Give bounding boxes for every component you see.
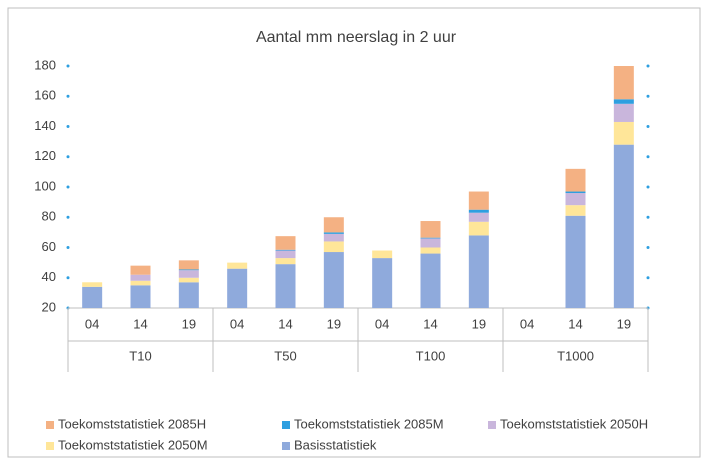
legend-swatch xyxy=(46,442,54,450)
bar-segment xyxy=(275,250,296,259)
y2-tick xyxy=(646,215,650,219)
legend-swatch xyxy=(488,421,496,429)
bar-segment xyxy=(468,212,489,222)
y-tick-label: 120 xyxy=(34,148,56,163)
bar-segment xyxy=(275,264,296,308)
bar-segment xyxy=(178,277,199,283)
y2-tick xyxy=(646,276,650,280)
chart-frame xyxy=(7,7,701,458)
bar-segment xyxy=(323,233,344,242)
y-tick xyxy=(66,125,70,128)
bar-segment xyxy=(613,144,634,308)
x-tick-label: 19 xyxy=(472,316,486,331)
group-label: T1000 xyxy=(557,348,594,363)
x-tick-label: 14 xyxy=(133,316,147,331)
legend-label: Toekomststatistiek 2050H xyxy=(500,416,648,431)
y-tick xyxy=(66,155,70,159)
legend-label: Toekomststatistiek 2050M xyxy=(58,437,208,452)
bar-segment xyxy=(323,217,344,233)
bar-segment xyxy=(82,282,103,287)
bar-segment xyxy=(323,241,344,253)
bar-segment xyxy=(468,221,489,236)
bar-segment xyxy=(565,205,586,216)
y-tick-label: 60 xyxy=(42,239,56,254)
bar-segment xyxy=(275,258,296,265)
bar-segment xyxy=(420,247,441,254)
bar-segment xyxy=(178,270,199,278)
bar-segment xyxy=(323,252,344,308)
y2-tick xyxy=(646,246,650,249)
bar-segment xyxy=(275,249,296,251)
y-tick-label: 20 xyxy=(42,299,56,314)
bar-segment xyxy=(420,253,441,308)
x-tick-label: 14 xyxy=(423,316,437,331)
y-tick xyxy=(66,276,70,280)
y2-tick xyxy=(646,185,650,189)
bar-segment xyxy=(82,286,103,308)
bar-segment xyxy=(468,191,489,210)
group-label: T50 xyxy=(274,348,296,363)
y2-tick xyxy=(646,64,650,68)
bar-segment xyxy=(178,260,199,270)
bar-segment xyxy=(227,268,248,308)
chart-title: Aantal mm neerslag in 2 uur xyxy=(256,29,457,46)
bar-segment xyxy=(613,121,634,145)
group-label: T10 xyxy=(129,348,151,363)
bar-segment xyxy=(565,191,586,194)
group-label: T100 xyxy=(416,348,446,363)
legend-label: Toekomststatistiek 2085H xyxy=(58,416,206,431)
bar-segment xyxy=(565,193,586,206)
bar-segment xyxy=(130,265,151,275)
y-tick-label: 140 xyxy=(34,118,56,133)
bar-segment xyxy=(613,66,634,100)
bar-segment xyxy=(613,103,634,122)
bar-segment xyxy=(420,221,441,238)
bar-segment xyxy=(323,232,344,234)
bar-segment xyxy=(130,274,151,281)
bar-segment xyxy=(275,236,296,250)
bar-segment xyxy=(565,168,586,192)
bar-segment xyxy=(565,215,586,308)
x-tick-label: 19 xyxy=(617,316,631,331)
y2-tick xyxy=(646,94,650,98)
y-tick-label: 180 xyxy=(34,57,56,72)
bar-segment xyxy=(420,238,441,248)
bar-segment xyxy=(178,269,199,271)
bar-segment xyxy=(372,250,393,259)
bar-segment xyxy=(178,282,199,308)
legend-swatch xyxy=(282,442,290,450)
y-tick xyxy=(66,215,70,219)
x-tick-label: 04 xyxy=(375,316,389,331)
bar-segment xyxy=(613,99,634,104)
legend-swatch xyxy=(46,421,54,429)
y2-tick xyxy=(646,155,650,159)
bar-segment xyxy=(130,280,151,286)
bar-segment xyxy=(468,209,489,213)
y-tick xyxy=(66,246,70,249)
bar-segment xyxy=(420,237,441,239)
x-tick-label: 04 xyxy=(230,316,244,331)
x-tick-label: 14 xyxy=(568,316,582,331)
x-tick-label: 14 xyxy=(278,316,292,331)
legend-label: Toekomststatistiek 2085M xyxy=(294,416,444,431)
legend-label: Basisstatistiek xyxy=(294,437,377,452)
bar-segment xyxy=(468,235,489,308)
legend-swatch xyxy=(282,421,290,429)
y-tick-label: 80 xyxy=(42,209,56,224)
x-tick-label: 19 xyxy=(327,316,341,331)
x-tick-label: 04 xyxy=(85,316,99,331)
y2-tick xyxy=(646,125,650,128)
bar-segment xyxy=(227,262,248,269)
y-tick xyxy=(66,64,70,68)
y-tick xyxy=(66,94,70,98)
bar-segment xyxy=(372,258,393,308)
bar-segment xyxy=(130,285,151,308)
y-tick-label: 160 xyxy=(34,88,56,103)
y-tick-label: 40 xyxy=(42,269,56,284)
x-tick-label: 19 xyxy=(182,316,196,331)
y-tick xyxy=(66,185,70,189)
x-tick-label: 04 xyxy=(520,316,534,331)
y-tick-label: 100 xyxy=(34,178,56,193)
